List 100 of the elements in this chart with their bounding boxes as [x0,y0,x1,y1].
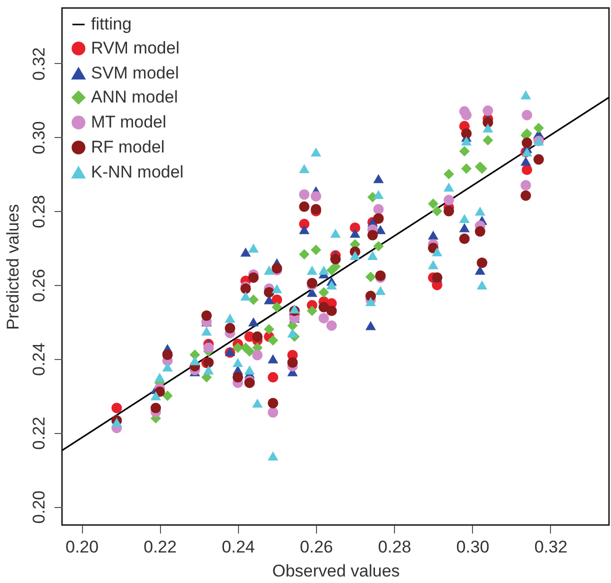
point [432,247,442,256]
point [482,105,494,116]
point [201,310,212,321]
point [482,134,494,146]
point [533,122,544,134]
point [367,250,378,260]
y-tick-label: 0.26 [30,268,48,302]
point [318,302,330,312]
x-tick-label: 0.26 [300,538,334,556]
x-tick-label: 0.32 [534,538,568,556]
point [522,110,532,120]
point [428,230,438,240]
point [461,163,472,174]
y-tick-label: 0.20 [30,490,48,524]
point [432,206,442,216]
point [268,451,278,460]
point [310,244,322,256]
x-tick-label: 0.22 [144,538,177,556]
point [522,164,532,175]
legend-label: MT model [91,112,166,132]
point [306,306,318,316]
point [232,342,244,353]
point [306,266,318,275]
point [459,234,470,244]
point [474,206,486,216]
point [350,228,360,238]
point [318,266,330,275]
point [326,320,337,331]
legend-label: SVM model [91,64,179,82]
legend-label: fitting [91,14,132,34]
point [154,372,165,382]
point [272,284,282,294]
y-tick-label: 0.28 [30,195,48,228]
point [459,223,470,232]
point [476,280,488,290]
point [326,306,337,316]
point [474,266,486,275]
y-tick-label: 0.24 [30,342,48,376]
point [150,391,162,400]
point [248,243,259,253]
point [190,350,200,360]
point [375,286,386,296]
point [318,312,330,324]
point [533,154,544,165]
point [428,260,438,270]
point [244,346,255,357]
point [520,90,532,100]
point [162,390,173,401]
y-tick-label: 0.32 [30,47,48,80]
point [264,266,274,275]
point [299,249,310,260]
point [162,350,173,360]
point [299,189,310,200]
point [268,335,278,346]
point [350,250,360,260]
point [365,297,376,306]
point [482,123,494,133]
point [428,198,438,209]
point [240,292,251,301]
x-axis-title: Observed values [272,562,400,580]
point [248,294,259,305]
point [111,402,122,414]
y-axis-title: Predicted values [4,204,22,330]
point [373,204,384,214]
point [232,358,244,368]
point [287,328,298,338]
point [459,214,470,224]
point [520,156,532,166]
point [310,147,322,157]
point [268,407,278,418]
point [444,168,454,180]
point [248,317,259,326]
x-tick-label: 0.28 [378,538,412,556]
point [299,225,310,234]
point [162,362,173,372]
point [520,190,532,201]
point [268,372,278,383]
point [461,110,472,120]
point [252,331,263,342]
point [252,398,263,408]
point [248,272,259,283]
point [264,324,274,335]
point [150,402,162,414]
point [522,138,532,148]
point [461,136,472,146]
point [268,398,278,408]
point [373,190,384,200]
y-tick-label: 0.30 [30,121,48,154]
point [299,164,310,174]
x-tick-label: 0.24 [222,538,255,556]
point [264,287,274,298]
point [318,287,330,298]
point [474,226,486,237]
point [268,354,278,364]
point [224,322,236,334]
point [224,314,236,323]
point [190,356,200,366]
point [244,365,255,374]
point [365,321,376,330]
point [232,372,244,383]
